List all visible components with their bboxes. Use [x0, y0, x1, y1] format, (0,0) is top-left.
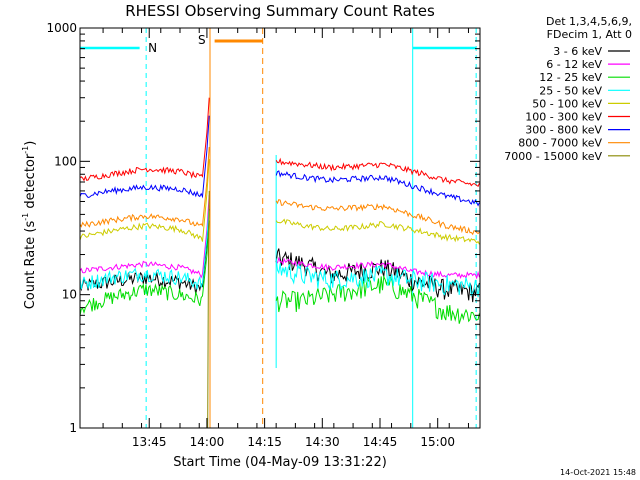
series-line-6 — [79, 115, 480, 207]
x-tick-label-5: 15:00 — [420, 435, 455, 449]
legend-label-2: 12 - 25 keV — [539, 71, 602, 84]
legend-header-2: FDecim 1, Att 0 — [547, 28, 632, 41]
y-axis-label-end: ) — [23, 141, 38, 146]
y-axis-label-base: Count Rate (s — [23, 221, 38, 310]
y-tick-label-3: 1000 — [46, 21, 77, 35]
series-line-1 — [79, 194, 480, 280]
y-axis: 1 10 100 1000 — [46, 21, 480, 435]
series-3 — [79, 203, 480, 298]
legend-label-3: 25 - 50 keV — [539, 84, 602, 97]
series-7 — [79, 146, 480, 236]
saa-label: S — [198, 33, 206, 47]
x-tick-label-0: 13:45 — [132, 435, 167, 449]
x-axis-label: Start Time (04-May-09 13:31:22) — [173, 455, 387, 470]
series-line-8 — [207, 190, 210, 429]
series-4 — [79, 159, 480, 245]
y-tick-label-1: 10 — [62, 288, 77, 302]
legend-label-5: 100 - 300 keV — [525, 111, 602, 124]
legend-header-1: Det 1,3,4,5,6,9, — [546, 15, 632, 28]
plot-frame — [79, 27, 481, 429]
legend-label-1: 6 - 12 keV — [546, 58, 602, 71]
series-line-7 — [79, 146, 480, 236]
x-tick-label-2: 14:15 — [247, 435, 282, 449]
series-line-4 — [79, 159, 480, 245]
y-axis-label-exp-1: -1 — [21, 213, 30, 221]
legend-label-6: 300 - 800 keV — [525, 124, 602, 137]
series-8 — [207, 190, 210, 429]
legend-label-7: 800 - 7000 keV — [518, 137, 602, 150]
legend-label-0: 3 - 6 keV — [553, 45, 602, 58]
series-line-5 — [79, 97, 480, 188]
series-line-2 — [79, 220, 480, 324]
night-label: N — [148, 41, 157, 55]
y-tick-label-2: 100 — [54, 154, 77, 168]
x-tick-label-1: 14:00 — [190, 435, 225, 449]
x-tick-label-4: 14:45 — [363, 435, 398, 449]
timestamp: 14-Oct-2021 15:48 — [560, 468, 636, 477]
legend-label-4: 50 - 100 keV — [532, 97, 602, 110]
y-axis-label: Count Rate (s-1 detector-1) — [21, 141, 38, 310]
series-2 — [79, 220, 480, 324]
legend-label-8: 7000 - 15000 keV — [504, 150, 602, 163]
x-tick-label-3: 14:30 — [305, 435, 340, 449]
y-tick-label-0: 1 — [69, 421, 77, 435]
series-line-3 — [79, 203, 480, 298]
y-axis-label-exp-2: -1 — [21, 146, 30, 154]
plot-area: NS — [79, 27, 481, 429]
series-1 — [79, 194, 480, 280]
x-axis: 13:45 14:00 14:15 14:30 14:45 15:00 — [102, 28, 469, 449]
y-axis-label-mid: detector — [23, 153, 38, 213]
chart-title: RHESSI Observing Summary Count Rates — [125, 2, 435, 20]
series-6 — [79, 115, 480, 207]
series-5 — [79, 97, 480, 188]
